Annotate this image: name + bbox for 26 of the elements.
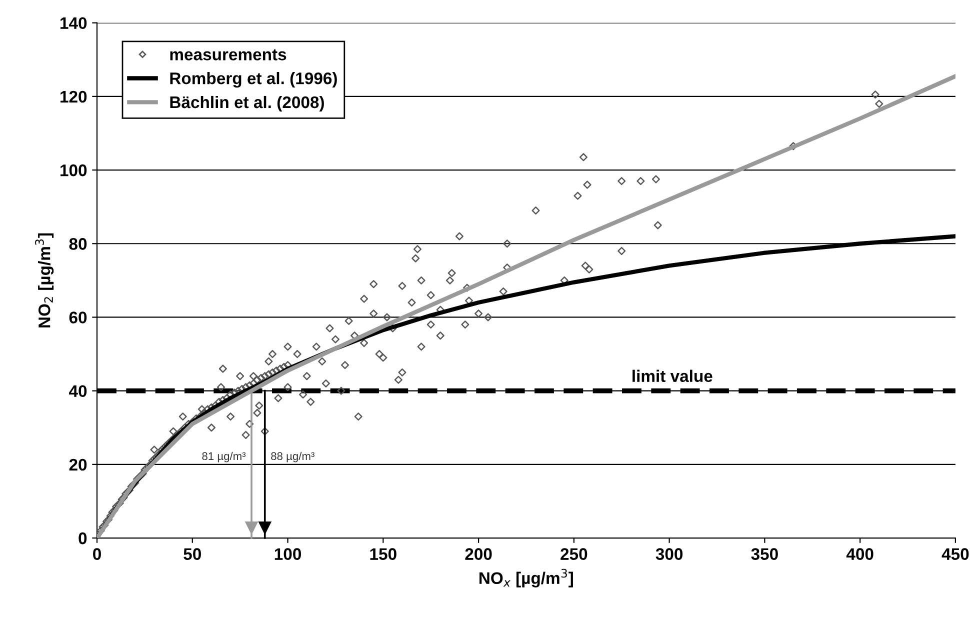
y-tick-label: 40	[68, 385, 87, 398]
y-tick-label: 0	[78, 532, 87, 544]
y-tick-label: 80	[69, 238, 87, 250]
x-tick-label: 100	[274, 548, 301, 560]
ref-line-label: limit value	[632, 370, 712, 382]
y-tick-label: 120	[60, 90, 87, 103]
y-tick-label: 140	[60, 17, 87, 30]
x-tick-label: 450	[942, 548, 969, 560]
x-tick-label: 50	[184, 548, 201, 560]
y-tick-label: 20	[69, 458, 87, 471]
x-tick-label: 150	[370, 548, 396, 560]
x-tick-label: 200	[465, 548, 492, 560]
ref-line-label: 88 µg/m³	[271, 452, 314, 462]
legend-label: measurements	[170, 49, 286, 60]
x-tick-label: 250	[560, 548, 588, 560]
x-axis-title: NO$_{x}$ [µg/m$^{3}$]	[480, 568, 573, 588]
legend-label: Bächlin et al. (2008)	[170, 96, 324, 112]
y-tick-label: 100	[60, 164, 87, 176]
y-tick-label: 60	[69, 312, 87, 324]
x-tick-label: 350	[751, 548, 778, 560]
x-tick-label: 0	[93, 548, 101, 560]
y-axis-title: NO$_{2}$ [µg/m$^{3}$]	[35, 233, 54, 328]
x-tick-label: 300	[656, 548, 683, 560]
ref-line-label: 81 µg/m³	[202, 452, 246, 462]
x-tick-label: 400	[846, 548, 874, 560]
legend-label: Romberg et al. (1996)	[170, 72, 337, 88]
